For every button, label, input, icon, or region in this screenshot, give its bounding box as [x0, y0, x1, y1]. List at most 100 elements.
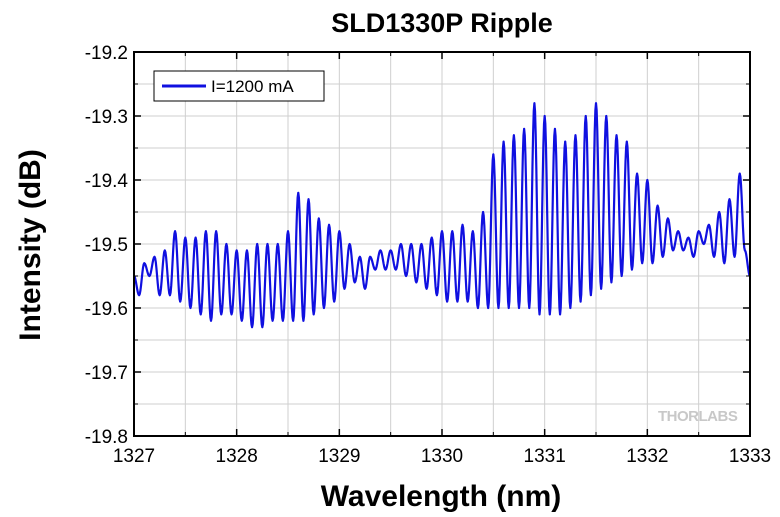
series-point — [143, 262, 146, 265]
series-point — [343, 287, 346, 290]
y-tick-label: -19.5 — [85, 235, 128, 256]
series-point — [153, 255, 156, 258]
series-point — [169, 294, 171, 297]
series-point — [636, 172, 638, 175]
series-point — [579, 300, 582, 303]
series-point — [281, 319, 284, 322]
x-tick-label: 1328 — [216, 446, 258, 467]
chart-title: SLD1330P Ripple — [331, 8, 553, 38]
series-point — [733, 255, 736, 258]
series-point — [194, 236, 197, 239]
series-point — [174, 230, 176, 233]
series-point — [559, 313, 561, 316]
series-point — [610, 281, 613, 284]
series-point — [287, 230, 289, 233]
series-point — [718, 211, 721, 213]
series-point — [615, 134, 618, 137]
series-point — [518, 307, 520, 309]
series-point — [584, 115, 587, 117]
series-point — [605, 115, 608, 117]
series-point — [394, 268, 397, 271]
series-point — [507, 307, 510, 309]
series-point — [333, 300, 336, 303]
series-point — [271, 319, 274, 322]
plot-series — [133, 102, 751, 329]
series-point — [682, 249, 685, 252]
series-point — [323, 307, 325, 309]
series-point — [697, 230, 700, 233]
ticks: 1327 1328 1329 1330 1331 1332 1333 -19.2 -19.3 -1… — [85, 43, 771, 467]
series-point — [353, 281, 356, 284]
series-point — [477, 307, 479, 309]
series-point — [210, 319, 212, 322]
series-point — [702, 243, 705, 245]
series-point — [446, 300, 449, 303]
series-point — [569, 307, 572, 309]
series-point — [266, 243, 269, 245]
series-point — [405, 275, 407, 277]
series-point — [620, 275, 623, 277]
series-point — [502, 140, 505, 143]
series-point — [204, 230, 207, 233]
series-point — [148, 275, 151, 277]
series-point — [312, 313, 315, 316]
series-point — [666, 217, 669, 220]
series-point — [738, 172, 741, 175]
series-point — [651, 262, 654, 265]
series-point — [215, 230, 218, 233]
series-point — [600, 287, 603, 290]
series-point — [435, 294, 438, 297]
series-point — [482, 211, 484, 213]
series-point — [425, 287, 428, 290]
series-point — [713, 255, 715, 258]
series-point — [538, 313, 541, 316]
series-point — [317, 217, 320, 220]
series-point — [400, 243, 402, 245]
series-point — [646, 179, 649, 181]
series-point — [708, 223, 710, 226]
series-point — [189, 307, 192, 309]
series-point — [574, 134, 577, 137]
series-point — [492, 153, 495, 156]
series-point — [625, 140, 628, 143]
series-point — [358, 255, 361, 258]
series-point — [656, 204, 659, 207]
series-point — [564, 140, 567, 143]
series-point — [261, 326, 264, 329]
series-point — [328, 223, 330, 226]
y-axis-title: Intensity (dB) — [14, 149, 47, 341]
y-tick-label: -19.6 — [85, 299, 128, 320]
series-point — [589, 294, 592, 297]
series-point — [528, 307, 531, 309]
series-point — [430, 236, 433, 239]
x-axis-title: Wavelength (nm) — [321, 480, 562, 513]
series-point — [292, 319, 295, 322]
series-point — [631, 268, 633, 271]
series-point — [138, 294, 141, 297]
series-point — [230, 313, 233, 316]
series-point — [641, 262, 644, 265]
series-point — [297, 191, 300, 194]
series-point — [179, 300, 182, 303]
series-point — [302, 319, 305, 322]
series-point — [158, 294, 161, 297]
series-point — [728, 198, 731, 201]
series-point — [410, 243, 413, 245]
series-point — [163, 249, 166, 252]
legend-label: I=1200 mA — [211, 77, 294, 96]
series-point — [415, 281, 418, 284]
watermark-logo: THORLABS — [658, 408, 738, 425]
series-point — [220, 313, 223, 316]
series-point — [364, 287, 366, 290]
series-point — [595, 102, 597, 105]
series-point — [420, 243, 423, 245]
x-tick-label: 1332 — [626, 446, 668, 467]
series-point — [743, 249, 746, 252]
series-point — [533, 102, 536, 105]
series-point — [338, 230, 341, 233]
x-tick-label: 1333 — [729, 446, 771, 467]
y-tick-label: -19.3 — [85, 107, 128, 128]
series-point — [497, 307, 500, 309]
series-point — [672, 249, 674, 252]
